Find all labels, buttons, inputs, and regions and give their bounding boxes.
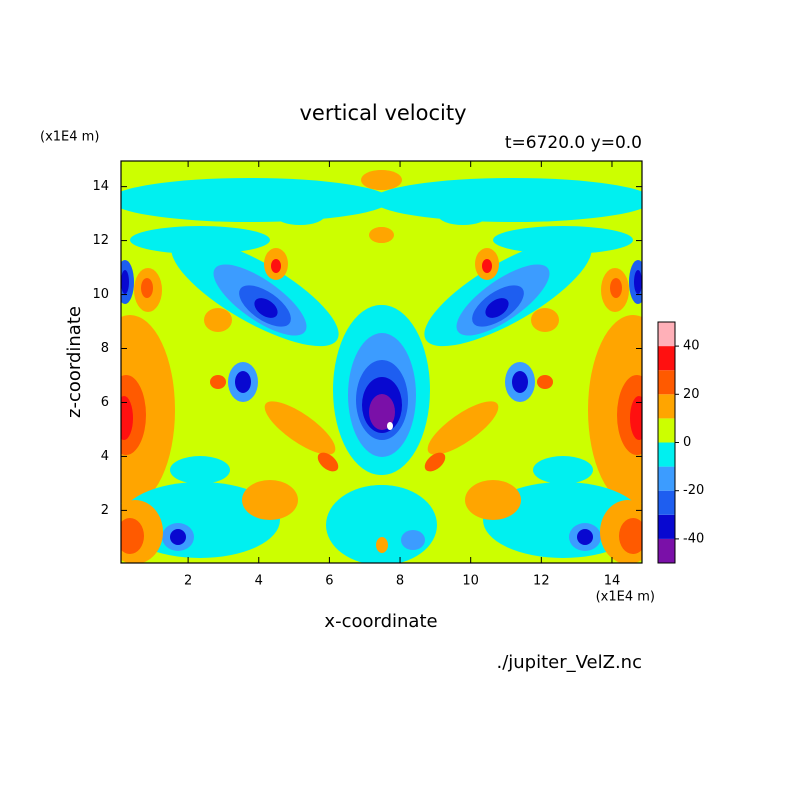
x-tick-label: 10 (462, 574, 479, 589)
y-tick-label: 4 (101, 449, 109, 464)
y-tick-label: 10 (92, 287, 109, 302)
x-tick-label: 12 (533, 574, 550, 589)
colorbar-tick-label: 0 (683, 435, 691, 450)
colorbar-tick-label: -40 (683, 531, 704, 546)
chart-subtitle: t=6720.0 y=0.0 (505, 133, 642, 153)
colorbar-tick-label: 40 (683, 339, 700, 354)
colorbar-band (658, 442, 675, 467)
x-tick-label: 4 (255, 574, 263, 589)
x-tick-label: 14 (604, 574, 621, 589)
colorbar-band (658, 514, 675, 539)
y-axis-label: z-coordinate (64, 306, 85, 418)
y-tick-label: 14 (92, 179, 109, 194)
colorbar-band (658, 394, 675, 419)
contour-field (121, 161, 642, 563)
colorbar-band (658, 538, 675, 563)
colorbar-band (658, 490, 675, 515)
y-tick-label: 12 (92, 233, 109, 248)
colorbar-tick-label: -20 (683, 483, 704, 498)
y-tick-label: 8 (101, 341, 109, 356)
colorbar-band (658, 346, 675, 371)
y-tick-label: 2 (101, 503, 109, 518)
x-axis-label: x-coordinate (324, 611, 437, 632)
colorbar-band (658, 418, 675, 443)
y-tick-label: 6 (101, 395, 109, 410)
x-tick-label: 2 (184, 574, 192, 589)
plot-frame (120, 160, 643, 564)
colorbar-band (658, 322, 675, 347)
colorbar-tick-label: 20 (683, 387, 700, 402)
colorbar-band (658, 370, 675, 395)
y-unit: (x1E4 m) (40, 130, 99, 145)
colorbar-band (658, 466, 675, 491)
x-tick-label: 8 (396, 574, 404, 589)
x-unit: (x1E4 m) (596, 590, 655, 605)
chart-title: vertical velocity (299, 101, 466, 125)
source-file: ./jupiter_VelZ.nc (496, 652, 642, 673)
x-tick-label: 6 (325, 574, 333, 589)
